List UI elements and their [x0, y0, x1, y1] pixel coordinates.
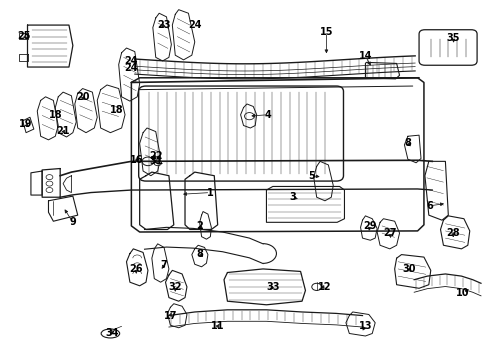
Text: 8: 8 [404, 139, 410, 148]
Text: 12: 12 [318, 282, 331, 292]
Text: 5: 5 [308, 171, 315, 181]
Text: 24: 24 [124, 56, 138, 66]
Text: 34: 34 [105, 328, 119, 338]
Text: 35: 35 [446, 33, 459, 43]
Text: 31: 31 [149, 156, 162, 166]
Text: 23: 23 [157, 20, 170, 30]
Text: 25: 25 [17, 31, 31, 41]
Text: 33: 33 [265, 282, 279, 292]
Text: 29: 29 [363, 221, 376, 231]
Text: 30: 30 [402, 264, 415, 274]
Text: 11: 11 [210, 321, 224, 331]
Text: 14: 14 [358, 51, 371, 61]
Text: 26: 26 [129, 264, 142, 274]
Text: 24: 24 [124, 63, 138, 73]
Text: 21: 21 [56, 126, 70, 135]
Text: 24: 24 [187, 20, 201, 30]
Text: 20: 20 [76, 92, 89, 102]
Text: 22: 22 [149, 150, 162, 161]
Text: 2: 2 [196, 221, 203, 231]
Text: 1: 1 [206, 188, 213, 198]
Text: 17: 17 [163, 311, 177, 320]
Text: 4: 4 [264, 110, 271, 120]
Text: 6: 6 [426, 201, 432, 211]
Text: 18: 18 [110, 105, 123, 115]
Text: 7: 7 [161, 260, 167, 270]
Text: 32: 32 [168, 282, 182, 292]
Text: 19: 19 [19, 120, 33, 129]
Text: 27: 27 [382, 228, 396, 238]
Text: 16: 16 [129, 155, 142, 165]
Text: 10: 10 [455, 288, 469, 298]
Text: 3: 3 [288, 192, 295, 202]
Text: 15: 15 [319, 27, 332, 37]
Text: 18: 18 [48, 110, 62, 120]
Text: 9: 9 [69, 217, 76, 227]
Text: 13: 13 [358, 321, 371, 331]
Text: 28: 28 [446, 228, 459, 238]
Text: 8: 8 [196, 248, 203, 258]
